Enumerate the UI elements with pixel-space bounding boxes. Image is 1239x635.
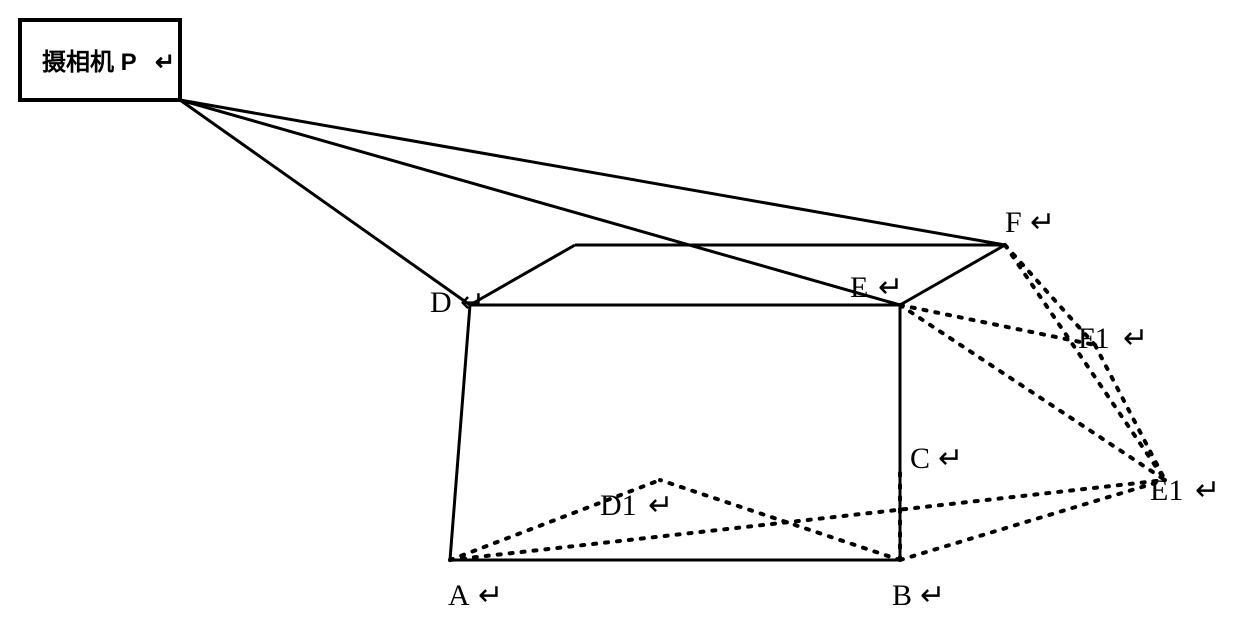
- vertex-label-C: C: [910, 442, 930, 475]
- dotted-edge-B-E1: [900, 480, 1165, 560]
- vertex-return-glyph-F1: ↵: [1123, 322, 1148, 355]
- vertex-return-glyph-B: ↵: [920, 579, 945, 612]
- vertex-return-glyph-D: ↵: [460, 286, 485, 319]
- camera-ray-to-D: [180, 100, 470, 305]
- vertex-label-D1: D1: [600, 489, 637, 522]
- dotted-edge-A-E1: [450, 480, 1165, 560]
- diagram-canvas: 摄相机 P↵A↵B↵C↵D↵E↵F↵D1↵E1↵F1↵: [0, 0, 1239, 635]
- vertex-label-E1: E1: [1150, 474, 1183, 507]
- dotted-edge-F-E1: [1005, 245, 1165, 480]
- camera-return-glyph: ↵: [155, 49, 175, 76]
- vertex-return-glyph-F: ↵: [1030, 206, 1055, 239]
- vertex-return-glyph-D1: ↵: [648, 489, 673, 522]
- vertex-return-glyph-A: ↵: [478, 579, 503, 612]
- vertex-label-A: A: [448, 579, 470, 612]
- vertex-return-glyph-C: ↵: [938, 442, 963, 475]
- dotted-edge-B-D1: [660, 480, 900, 560]
- solid-edge-E-F: [900, 245, 1005, 305]
- camera-ray-to-E: [180, 100, 900, 305]
- solid-edge-topBackLeft-D: [470, 245, 575, 305]
- dotted-edge-F1-E1: [1095, 345, 1165, 480]
- vertex-label-F: F: [1005, 206, 1022, 239]
- camera-ray-to-F: [180, 100, 1005, 245]
- vertex-return-glyph-E: ↵: [878, 271, 903, 304]
- solid-edge-D-A: [450, 305, 470, 560]
- vertex-label-F1: F1: [1078, 322, 1110, 355]
- camera-label: 摄相机 P: [42, 49, 137, 76]
- vertex-label-B: B: [892, 579, 912, 612]
- vertex-label-E: E: [850, 271, 868, 304]
- vertex-label-D: D: [430, 286, 452, 319]
- vertex-return-glyph-E1: ↵: [1195, 474, 1220, 507]
